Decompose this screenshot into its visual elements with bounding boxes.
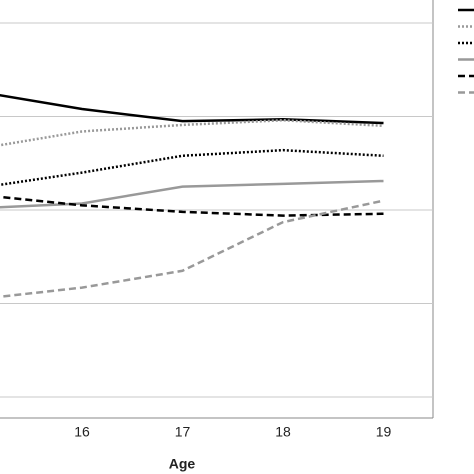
- series-line: [0, 199, 384, 299]
- series-line: [0, 148, 384, 187]
- series-line: [0, 179, 384, 209]
- x-axis-label: Age: [169, 456, 196, 472]
- x-tick-label: 16: [74, 424, 90, 440]
- x-tick-label: 19: [376, 424, 392, 440]
- x-tick-label: 18: [275, 424, 291, 440]
- x-tick-label: 17: [175, 424, 191, 440]
- series-line: [0, 195, 384, 217]
- series-line: [0, 118, 384, 147]
- series-line: [0, 94, 384, 125]
